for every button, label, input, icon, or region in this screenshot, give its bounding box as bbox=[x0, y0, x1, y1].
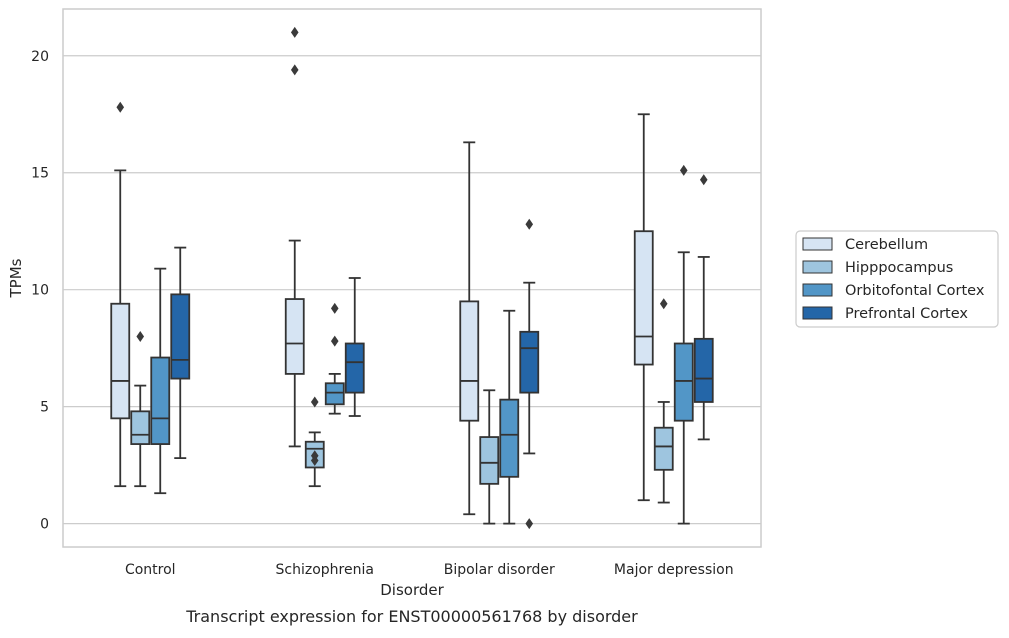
box-iqr bbox=[110, 302, 131, 420]
outlier-point bbox=[290, 64, 299, 76]
legend-box bbox=[795, 230, 999, 328]
legend-label: Prefrontal Cortex bbox=[845, 306, 968, 322]
y-tick-label: 20 bbox=[31, 49, 49, 65]
box-iqr bbox=[459, 300, 480, 422]
box-iqr bbox=[324, 382, 345, 406]
legend-swatch bbox=[802, 306, 833, 320]
box-iqr bbox=[284, 298, 305, 375]
box-iqr bbox=[170, 293, 191, 380]
y-tick-label: 5 bbox=[40, 400, 49, 416]
legend-label: Orbitofontal Cortex bbox=[845, 283, 985, 299]
x-tick-label: Major depression bbox=[614, 562, 734, 578]
box-iqr bbox=[519, 330, 540, 394]
legend-swatch bbox=[802, 283, 833, 297]
outlier-point bbox=[525, 518, 534, 530]
legend-swatch bbox=[802, 237, 833, 251]
box-iqr bbox=[130, 410, 151, 445]
chart-caption: Transcript expression for ENST0000056176… bbox=[185, 607, 638, 626]
box-iqr bbox=[150, 356, 171, 445]
box-iqr bbox=[479, 436, 500, 485]
box-iqr bbox=[344, 342, 365, 394]
x-tick-label: Control bbox=[125, 562, 176, 578]
y-tick-label: 15 bbox=[31, 166, 49, 182]
outlier-point bbox=[330, 302, 339, 314]
box-iqr bbox=[673, 342, 694, 422]
outlier-point bbox=[330, 335, 339, 347]
legend-swatch bbox=[802, 260, 833, 274]
box-iqr bbox=[653, 426, 674, 471]
outlier-point bbox=[116, 101, 125, 113]
x-tick-label: Bipolar disorder bbox=[444, 562, 555, 578]
box-iqr bbox=[693, 337, 714, 403]
box-iqr bbox=[633, 230, 654, 366]
outlier-point bbox=[290, 26, 299, 38]
outlier-point bbox=[659, 298, 668, 310]
outlier-point bbox=[699, 174, 708, 186]
y-tick-label: 10 bbox=[31, 283, 49, 299]
box-iqr bbox=[499, 398, 520, 478]
x-axis-title: Disorder bbox=[380, 581, 444, 599]
outlier-point bbox=[310, 450, 319, 462]
y-axis-title: TPMs bbox=[7, 258, 25, 298]
plot-frame bbox=[62, 8, 762, 548]
legend-label: Hipppocampus bbox=[845, 260, 953, 276]
x-tick-label: Schizophrenia bbox=[276, 562, 374, 578]
legend-label: Cerebellum bbox=[845, 237, 928, 253]
outlier-point bbox=[679, 164, 688, 176]
y-tick-label: 0 bbox=[40, 517, 49, 533]
outlier-point bbox=[136, 330, 145, 342]
outlier-point bbox=[310, 396, 319, 408]
outlier-point bbox=[525, 218, 534, 230]
